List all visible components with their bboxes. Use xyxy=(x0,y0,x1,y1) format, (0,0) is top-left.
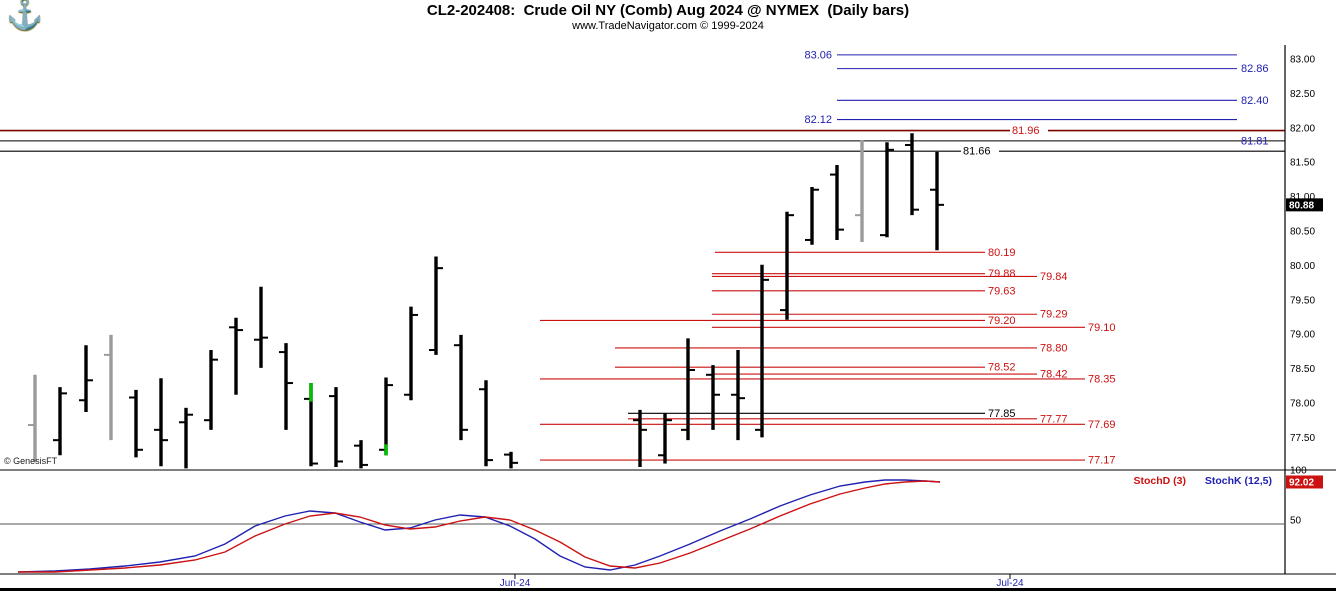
ohlc-bar xyxy=(905,133,919,216)
ohlc-bar xyxy=(479,380,493,467)
level-label: 79.29 xyxy=(1040,309,1068,321)
ohlc-bar xyxy=(28,374,37,463)
level-label: 83.06 xyxy=(804,49,832,61)
stoch-badge-value: 92.02 xyxy=(1289,477,1314,488)
price-tick-label: 79.50 xyxy=(1290,295,1315,306)
stochd-line xyxy=(18,480,941,573)
price-badge-bg xyxy=(1286,198,1323,212)
bottom-border xyxy=(0,588,1336,591)
genesisft-watermark: © GenesisFT xyxy=(4,456,58,466)
price-levels: 83.06 82.86 82.40 82.12 81.96 81.81 81.66 80.19… xyxy=(0,49,1285,467)
price-tick-label: 78.50 xyxy=(1290,364,1315,375)
level-label: 78.52 xyxy=(988,362,1016,374)
ohlc-bar xyxy=(780,211,794,320)
anchor-icon: ⚓ xyxy=(6,0,44,31)
level-label: 81.96 xyxy=(1012,125,1040,137)
stochd-legend: StochD (3) xyxy=(1134,475,1187,487)
stochk-legend: StochK (12,5) xyxy=(1205,475,1272,487)
level-label: 82.40 xyxy=(1241,95,1269,107)
price-tick-label: 78.00 xyxy=(1290,399,1315,410)
level-label: 79.20 xyxy=(988,315,1016,327)
ohlc-bar xyxy=(229,317,243,395)
ohlc-bar xyxy=(429,256,443,355)
ohlc-bar xyxy=(454,334,468,441)
ohlc-bar xyxy=(855,140,864,243)
ohlc-bar xyxy=(53,387,67,456)
ohlc-bar xyxy=(930,151,944,251)
ohlc-bar xyxy=(633,409,647,467)
price-tick-label: 80.00 xyxy=(1290,261,1315,272)
level-label: 80.19 xyxy=(988,247,1016,259)
ohlc-bar xyxy=(731,350,745,441)
level-label: 77.77 xyxy=(1040,413,1068,425)
price-badge-value: 80.88 xyxy=(1289,200,1314,211)
ohlc-bar xyxy=(880,142,894,238)
level-label-bg xyxy=(1010,124,1048,138)
level-label: 77.17 xyxy=(1088,455,1116,467)
stoch-tick-label: 50 xyxy=(1290,516,1302,527)
level-label: 81.81 xyxy=(1241,135,1269,147)
ohlc-bar xyxy=(179,407,193,469)
price-tick-label: 82.00 xyxy=(1290,123,1315,134)
ohlc-bar xyxy=(254,286,268,368)
ohlc-bar xyxy=(706,365,720,430)
ohlc-bar xyxy=(329,387,343,467)
ohlc-bar xyxy=(154,378,168,467)
current-price-badge: 80.88 xyxy=(1286,198,1323,212)
ohlc-bar xyxy=(279,343,293,430)
stochk-line xyxy=(17,479,941,573)
level-label: 78.42 xyxy=(1040,369,1068,381)
ohlc-bars xyxy=(28,133,944,469)
level-label: 79.84 xyxy=(1040,271,1068,283)
stochastic-panel: StochD (3) StochK (12,5) 100 50 92.02 xyxy=(17,466,1323,573)
panel-frame xyxy=(0,45,1336,591)
level-label: 79.88 xyxy=(988,268,1016,280)
level-label: 77.85 xyxy=(988,408,1016,420)
level-label: 81.66 xyxy=(963,146,991,158)
price-tick-label: 83.00 xyxy=(1290,55,1315,66)
date-axis: Jun-24 Jul-24 xyxy=(500,574,1024,589)
ohlc-bar xyxy=(79,345,93,412)
ohlc-bar xyxy=(830,164,844,240)
level-label: 79.10 xyxy=(1088,322,1116,334)
stoch-tick-label: 100 xyxy=(1290,466,1307,477)
price-tick-label: 77.50 xyxy=(1290,433,1315,444)
price-tick-label: 82.50 xyxy=(1290,89,1315,100)
ohlc-bar xyxy=(805,186,819,245)
ohlc-bar xyxy=(681,338,695,441)
level-label: 78.35 xyxy=(1088,373,1116,385)
ohlc-bar xyxy=(504,451,518,469)
level-label: 79.63 xyxy=(988,285,1016,297)
level-label: 82.12 xyxy=(804,114,832,126)
ohlc-bar xyxy=(204,350,218,430)
level-label: 78.80 xyxy=(1040,342,1068,354)
price-tick-label: 81.00 xyxy=(1290,192,1315,203)
level-label: 77.69 xyxy=(1088,419,1116,431)
date-label: Jun-24 xyxy=(500,578,531,589)
ohlc-bar xyxy=(404,306,418,401)
ohlc-bar xyxy=(104,334,113,441)
stoch-badge-bg xyxy=(1286,475,1323,489)
price-tick-label: 80.50 xyxy=(1290,227,1315,238)
ohlc-bar xyxy=(379,377,393,456)
price-axis-ticks: 83.00 82.50 82.00 81.50 81.00 80.50 80.00 79.50… xyxy=(1290,55,1315,444)
level-label-bg xyxy=(961,144,999,158)
ohlc-bar xyxy=(304,383,318,467)
ohlc-bar xyxy=(354,440,368,469)
ohlc-bar xyxy=(755,264,769,438)
price-tick-label: 81.50 xyxy=(1290,158,1315,169)
level-label: 82.86 xyxy=(1241,63,1269,75)
ohlc-bar xyxy=(658,413,672,464)
ohlc-bar xyxy=(129,389,143,458)
price-tick-label: 79.00 xyxy=(1290,330,1315,341)
date-label: Jul-24 xyxy=(996,578,1024,589)
